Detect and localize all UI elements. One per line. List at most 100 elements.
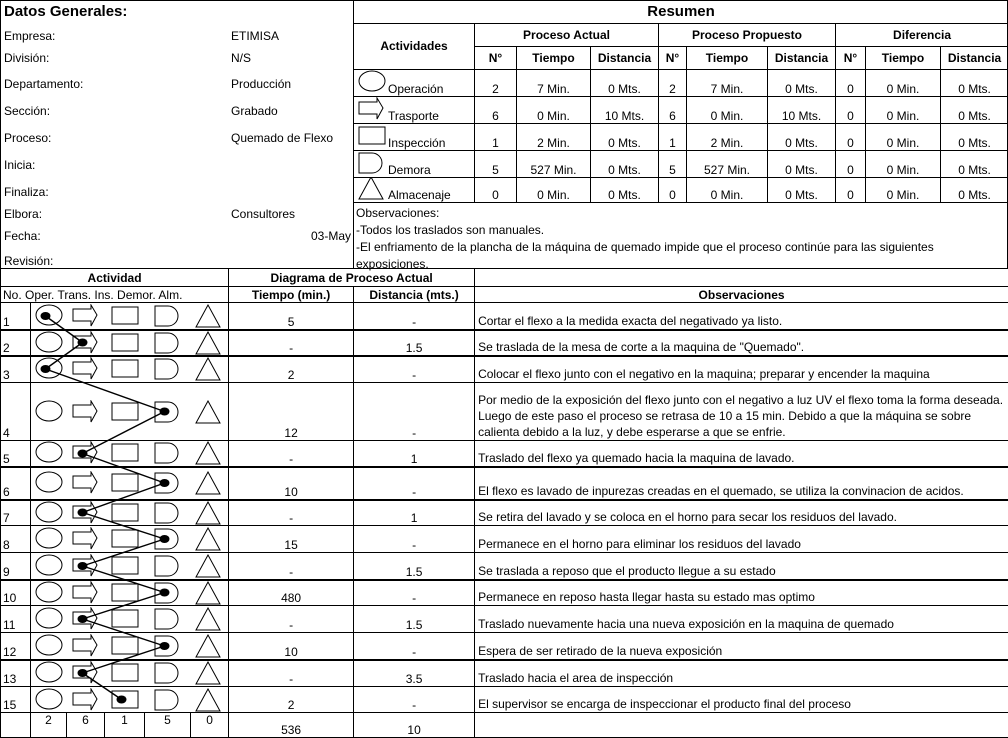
summary-value: 0 Mts. — [768, 177, 836, 202]
operation-circle-icon — [34, 331, 64, 355]
summary-value: 1 — [659, 123, 687, 150]
summary-value: 527 Min. — [687, 150, 768, 177]
diagram-header: Diagrama de Proceso Actual — [229, 269, 475, 287]
step-number: 3 — [1, 356, 31, 383]
step-time: - — [229, 553, 354, 580]
operation-circle-icon — [34, 581, 64, 605]
group-header: Diferencia — [836, 23, 1008, 46]
operation-circle-icon — [357, 70, 387, 94]
field-label: Fecha: — [4, 229, 41, 243]
summary-value: 10 Mts. — [591, 96, 659, 123]
demor-symbol-cell — [145, 303, 191, 330]
transport-arrow-icon — [71, 357, 101, 381]
field-value: Producción — [231, 77, 291, 91]
step-time: - — [229, 441, 354, 467]
alm-symbol-cell — [191, 383, 229, 441]
activities-header: Actividades — [354, 23, 475, 69]
oper-symbol-cell — [31, 330, 67, 356]
activity-label: Almacenaje — [388, 188, 451, 202]
transport-arrow-icon — [71, 661, 101, 685]
summary-value: 527 Min. — [517, 150, 591, 177]
time-column-header: Tiempo (min.) — [229, 287, 354, 303]
summary-value: 0 — [836, 150, 866, 177]
general-data-title: Datos Generales: — [4, 3, 127, 20]
inspection-square-icon — [110, 581, 140, 605]
delay-d-icon — [153, 357, 183, 381]
summary-value: 0 Min. — [866, 123, 941, 150]
step-distance: - — [354, 303, 475, 330]
total-trans: 6 — [67, 713, 105, 738]
sub-header: Distancia — [768, 46, 836, 69]
inspection-square-icon — [357, 124, 387, 148]
storage-triangle-icon — [194, 441, 224, 465]
summary-value: 0 Min. — [866, 69, 941, 96]
alm-symbol-cell — [191, 606, 229, 633]
step-observation: Traslado hacia el area de inspección — [475, 660, 1008, 687]
summary-value: 0 Mts. — [941, 150, 1008, 177]
step-time: 5 — [229, 303, 354, 330]
step-time: - — [229, 330, 354, 356]
step-time: 480 — [229, 580, 354, 606]
summary-value: 7 Min. — [517, 69, 591, 96]
oper-symbol-cell — [31, 553, 67, 580]
transport-arrow-icon — [71, 688, 101, 712]
summary-value: 0 Min. — [517, 177, 591, 202]
ins-symbol-cell — [105, 580, 145, 606]
step-number: 8 — [1, 526, 31, 553]
ins-symbol-cell — [105, 441, 145, 467]
totals-blank — [1, 713, 31, 738]
trans-symbol-cell — [67, 633, 105, 660]
observation-line: -Todos los traslados son manuales. — [356, 222, 1005, 239]
trans-symbol-cell — [67, 356, 105, 383]
activity-cell: Demora — [354, 150, 475, 177]
trans-symbol-cell — [67, 660, 105, 687]
storage-triangle-icon — [194, 661, 224, 685]
ins-symbol-cell — [105, 553, 145, 580]
alm-symbol-cell — [191, 441, 229, 467]
sub-header: Tiempo — [866, 46, 941, 69]
delay-d-icon — [153, 304, 183, 328]
total-ins: 1 — [105, 713, 145, 738]
transport-arrow-icon — [71, 607, 101, 631]
transport-arrow-icon — [71, 581, 101, 605]
step-distance: - — [354, 687, 475, 713]
summary-value: 0 Mts. — [591, 123, 659, 150]
storage-triangle-icon — [194, 357, 224, 381]
transport-arrow-icon — [71, 554, 101, 578]
summary-value: 0 Mts. — [591, 69, 659, 96]
storage-triangle-icon — [194, 581, 224, 605]
oper-symbol-cell — [31, 500, 67, 526]
field-label: Inicia: — [4, 158, 35, 172]
field-label: División: — [4, 51, 49, 65]
operation-circle-icon — [34, 634, 64, 658]
summary-value: 0 Min. — [866, 177, 941, 202]
summary-value: 0 Min. — [866, 150, 941, 177]
activity-cell: Operación — [354, 69, 475, 96]
activity-header: Actividad — [1, 269, 229, 287]
summary-value: 0 Mts. — [941, 123, 1008, 150]
step-number: 6 — [1, 467, 31, 500]
oper-symbol-cell — [31, 383, 67, 441]
step-number: 1 — [1, 303, 31, 330]
delay-d-icon — [153, 331, 183, 355]
operation-circle-icon — [34, 441, 64, 465]
alm-symbol-cell — [191, 303, 229, 330]
field-label: Departamento: — [4, 77, 83, 91]
step-time: - — [229, 606, 354, 633]
trans-symbol-cell — [67, 500, 105, 526]
step-observation: Permanece en reposo hasta llegar hasta s… — [475, 580, 1008, 606]
oper-symbol-cell — [31, 580, 67, 606]
operation-circle-icon — [34, 501, 64, 525]
demor-symbol-cell — [145, 383, 191, 441]
delay-d-icon — [153, 400, 183, 424]
summary-observations: Observaciones:-Todos los traslados son m… — [353, 202, 1008, 270]
transport-arrow-icon — [71, 634, 101, 658]
oper-symbol-cell — [31, 606, 67, 633]
